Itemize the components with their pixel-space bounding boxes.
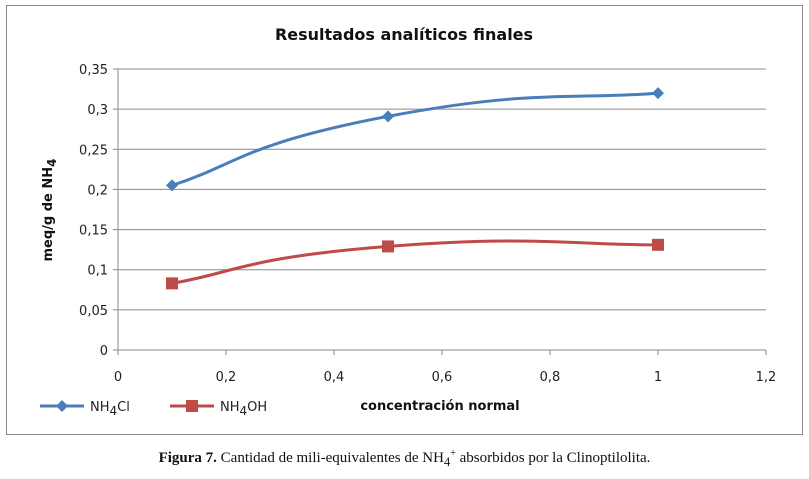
y-tick-label: 0,35	[79, 63, 108, 78]
series-nh4cl	[166, 87, 664, 192]
chart-series	[166, 87, 664, 290]
chart-legend: NH4Cl NH4OH	[40, 400, 267, 418]
y-tick-label: 0,25	[79, 143, 108, 158]
legend-label-nh4cl: NH4Cl	[90, 400, 130, 418]
x-tick-label: 0	[114, 370, 122, 385]
figure-caption: Figura 7. Cantidad de mili-equivalentes …	[0, 448, 809, 470]
series-nh4oh	[166, 238, 664, 290]
y-axis-label-main: meq/g de NH	[41, 167, 56, 262]
caption-text: Cantidad de mili-equivalentes de NH	[216, 450, 444, 466]
legend-label-nh4oh: NH4OH	[220, 400, 267, 418]
chart-gridlines	[118, 68, 766, 351]
y-tick-label: 0,3	[87, 103, 108, 118]
legend-marker-nh4cl	[56, 400, 68, 412]
chart-frame	[6, 5, 803, 435]
caption-sub: 4	[443, 455, 451, 469]
legend-item-nh4oh: NH4OH	[170, 400, 267, 418]
y-axis-label: meq/g de NH4	[41, 158, 59, 261]
x-axis-ticks: 0 0,2 0,4 0,6 0,8 1 1,2	[114, 350, 776, 385]
caption-sup: +	[450, 448, 456, 459]
data-point-nh4cl	[652, 87, 664, 100]
y-tick-label: 0,2	[87, 183, 108, 198]
data-point-nh4cl	[166, 179, 178, 192]
x-tick-label: 1,2	[756, 370, 777, 385]
x-tick-label: 0,6	[432, 370, 453, 385]
y-tick-label: 0	[100, 344, 108, 359]
series-line-nh4oh	[171, 239, 659, 285]
data-point-nh4oh	[652, 238, 664, 251]
x-tick-label: 0,8	[540, 370, 561, 385]
x-tick-label: 0,4	[324, 370, 345, 385]
y-axis-label-sub: 4	[45, 158, 59, 166]
x-axis-label: concentración normal	[360, 399, 519, 414]
chart-axes	[117, 69, 766, 351]
data-point-nh4oh	[166, 277, 178, 290]
caption-text-after: absorbidos por la Clinoptilolita.	[455, 450, 651, 466]
legend-item-nh4cl: NH4Cl	[40, 400, 130, 418]
series-line-nh4cl	[171, 91, 659, 187]
y-tick-label: 0,1	[87, 264, 108, 279]
y-axis-ticks: 0 0,05 0,1 0,15 0,2 0,25 0,3 0,35	[79, 63, 118, 359]
y-tick-label: 0,05	[79, 304, 108, 319]
data-point-nh4oh	[382, 240, 394, 253]
line-chart: Resultados analíticos finales 0 0,05 0,1 0,…	[40, 25, 776, 418]
data-point-nh4cl	[382, 110, 394, 123]
x-tick-label: 1	[654, 370, 662, 385]
chart-title: Resultados analíticos finales	[275, 25, 533, 44]
y-tick-label: 0,15	[79, 224, 108, 239]
legend-marker-nh4oh	[186, 400, 198, 412]
caption-label: Figura 7.	[158, 450, 217, 466]
x-tick-label: 0,2	[216, 370, 237, 385]
